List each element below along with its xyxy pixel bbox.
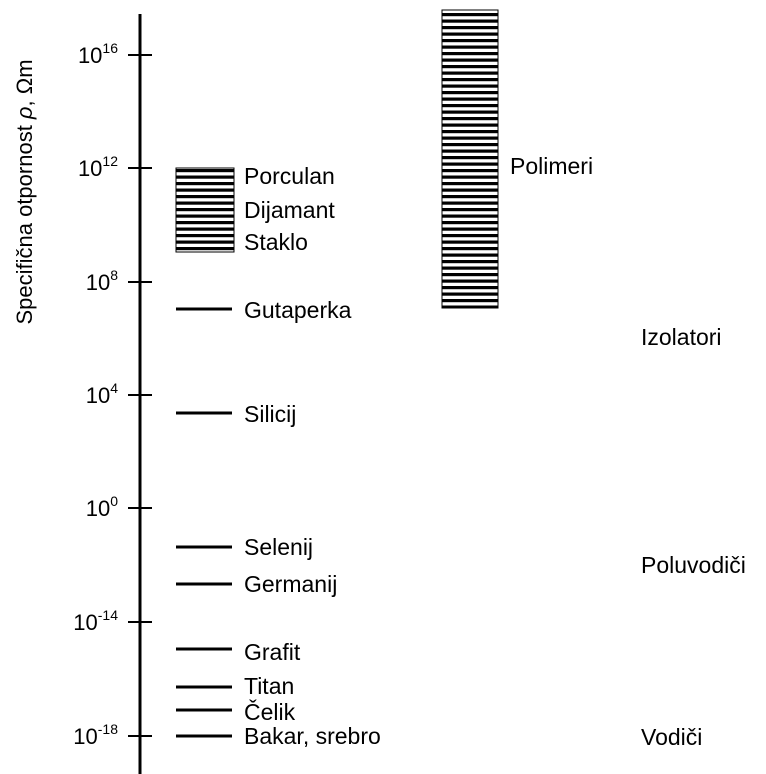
label-selenij: Selenij <box>244 534 313 560</box>
label-germanij: Germanij <box>244 571 337 597</box>
label-silicij: Silicij <box>244 401 296 427</box>
label-porculan: Porculan <box>244 163 335 189</box>
label-dijamant: Dijamant <box>244 197 335 223</box>
axis-ticks: 1016 1012 108 104 100 10-14 10-18 <box>73 40 152 749</box>
tick-label: 104 <box>86 380 118 408</box>
label-bakar-srebro: Bakar, srebro <box>244 723 381 749</box>
label-gutaperka: Gutaperka <box>244 297 352 323</box>
label-celik: Čelik <box>244 698 296 725</box>
label-staklo: Staklo <box>244 229 308 255</box>
label-titan: Titan <box>244 673 294 699</box>
label-grafit: Grafit <box>244 639 301 665</box>
tick-label: 100 <box>86 493 118 521</box>
material-marks: Gutaperka Silicij Selenij Germanij Grafi… <box>176 297 381 749</box>
tick-label: 10-18 <box>73 721 118 749</box>
category-poluvodici: Poluvodiči <box>641 552 746 578</box>
label-polimeri: Polimeri <box>510 153 593 179</box>
range-bar-ceramics <box>175 167 235 253</box>
range-bar-polymers <box>441 9 499 309</box>
tick-label: 10-14 <box>73 607 118 635</box>
category-vodici: Vodiči <box>641 724 702 750</box>
axis-label: Specifična otpornost ρ, Ωm <box>12 59 37 324</box>
tick-label: 1012 <box>78 153 118 181</box>
tick-label: 108 <box>86 267 118 295</box>
tick-label: 1016 <box>78 40 118 68</box>
category-izolatori: Izolatori <box>641 324 722 350</box>
